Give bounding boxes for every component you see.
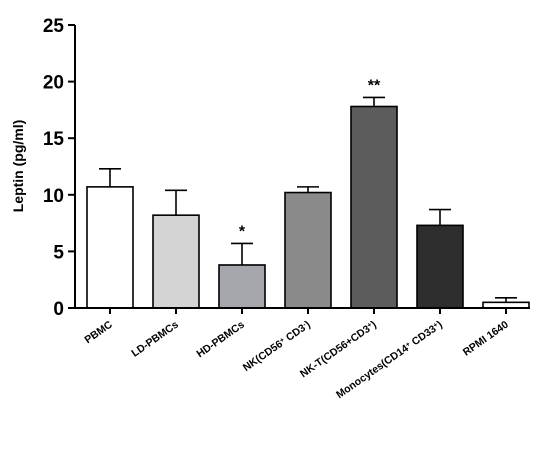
x-tick-label: RPMI 1640 xyxy=(461,319,511,359)
bar xyxy=(416,224,464,309)
bar xyxy=(350,105,398,309)
y-tick-label: 0 xyxy=(53,299,64,320)
y-tick-label: 25 xyxy=(43,16,65,37)
x-tick-label: NK(CD56+ CD3-) xyxy=(241,319,313,374)
x-tick-label: Monocytes(CD14+ CD33+) xyxy=(334,319,445,401)
bar xyxy=(284,191,332,309)
x-tick-label: HD-PBMCs xyxy=(194,319,246,361)
x-tick-label: LD-PBMCs xyxy=(129,319,180,360)
significance-label: ** xyxy=(368,77,381,94)
y-tick-label: 10 xyxy=(43,186,64,207)
y-axis: 0 5 10 15 20 25 xyxy=(43,16,76,320)
y-tick-label: 5 xyxy=(53,242,64,263)
y-axis-title: Leptin (pg/ml) xyxy=(10,120,26,213)
y-tick-label: 15 xyxy=(43,129,65,150)
bars: *** xyxy=(86,77,530,309)
bar xyxy=(218,264,266,309)
y-tick-label: 20 xyxy=(43,73,64,94)
x-tick-label: PBMC xyxy=(83,318,116,346)
bar xyxy=(86,186,134,309)
significance-label: * xyxy=(239,223,246,240)
bar xyxy=(152,214,200,309)
